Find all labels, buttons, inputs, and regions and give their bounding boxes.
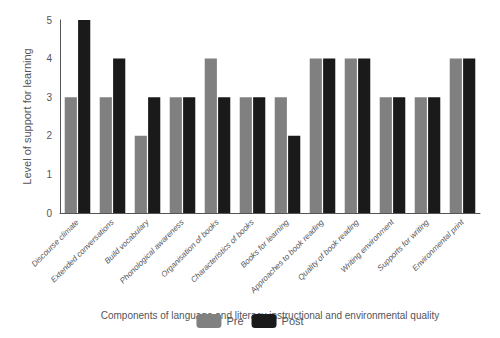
svg-text:Build vocabulary: Build vocabulary [102, 217, 151, 266]
svg-text:Quality of book reading: Quality of book reading [296, 217, 361, 282]
svg-text:Extended conversations: Extended conversations [49, 218, 116, 285]
svg-text:Writing environment: Writing environment [339, 217, 396, 275]
svg-text:4: 4 [46, 53, 52, 64]
svg-text:Pre: Pre [226, 315, 243, 327]
svg-text:Level of support for learning: Level of support for learning [21, 48, 33, 184]
svg-text:3: 3 [46, 92, 52, 103]
svg-text:Characteristics of books: Characteristics of books [189, 218, 256, 285]
svg-text:5: 5 [46, 15, 52, 26]
svg-text:Approaches to book reading: Approaches to book reading [248, 217, 326, 295]
svg-text:Phonological awareness: Phonological awareness [118, 218, 186, 286]
svg-text:Books for learning: Books for learning [238, 217, 291, 270]
svg-text:0: 0 [46, 208, 52, 219]
svg-text:Supports for writing: Supports for writing [375, 217, 431, 273]
svg-text:Components of language and lit: Components of language and literacy inst… [100, 309, 440, 321]
svg-text:Discourse climate: Discourse climate [29, 217, 81, 269]
svg-text:Post: Post [282, 315, 304, 327]
svg-text:1: 1 [46, 169, 52, 180]
svg-text:Organisation of books: Organisation of books [159, 218, 220, 279]
svg-text:Environmental print: Environmental print [411, 217, 467, 273]
svg-text:2: 2 [46, 130, 52, 141]
